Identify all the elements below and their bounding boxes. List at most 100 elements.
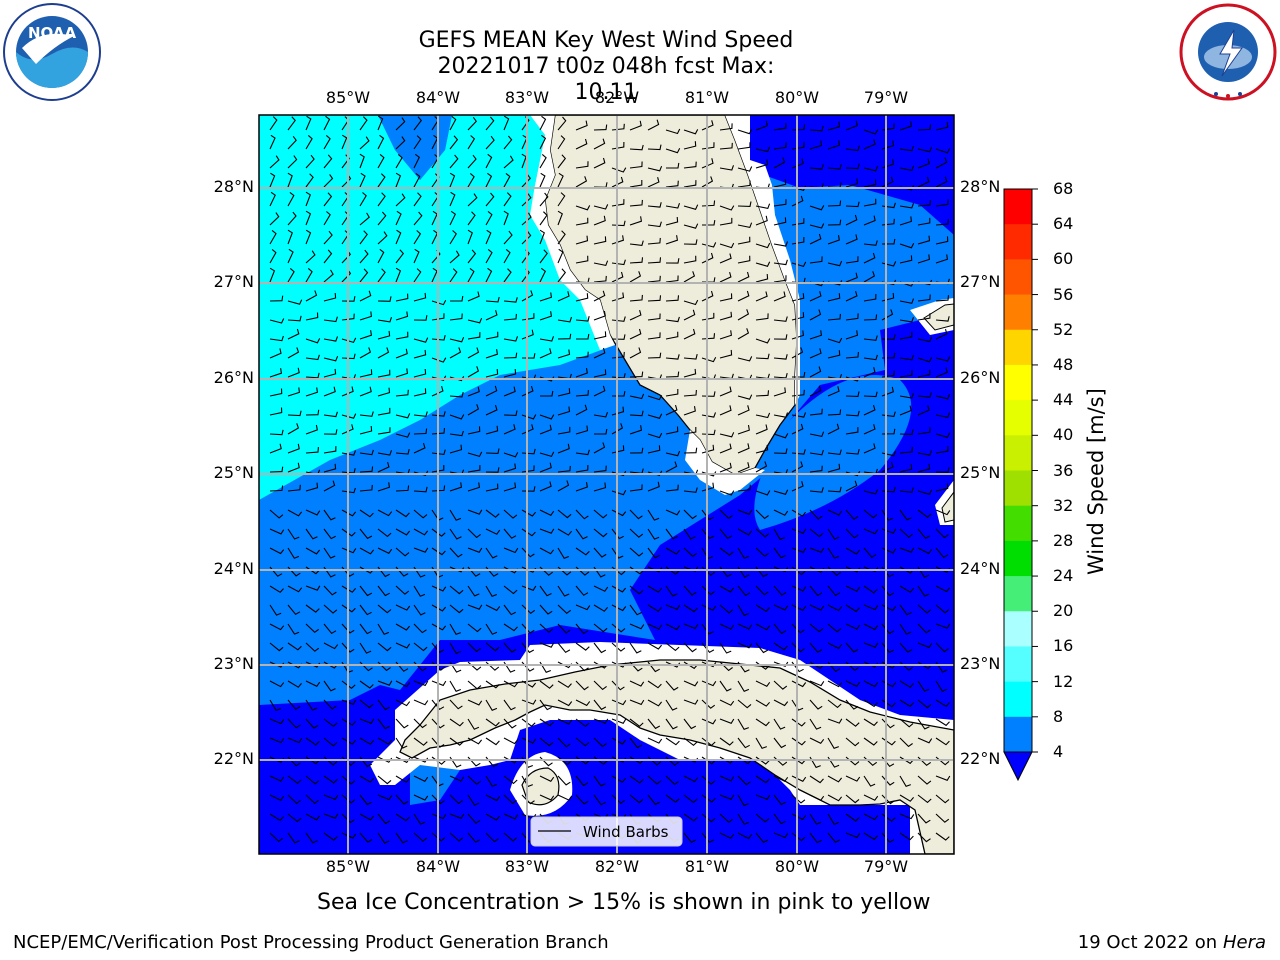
wind-barb [323,509,336,521]
wind-barb [827,386,840,397]
wind-barb [467,332,481,340]
wind-barb [629,509,643,520]
wind-barb [863,832,878,841]
wind-barb [683,141,697,150]
wind-barb [683,794,698,804]
wind-barb [323,429,338,435]
wind-barb [413,813,426,825]
wind-barb [341,775,356,785]
wind-barb [395,623,411,631]
wind-barb [503,230,513,245]
wind-barb [845,775,861,782]
wind-barb [629,775,644,784]
wind-barb [773,241,789,247]
wind-barb [917,737,933,744]
wind-barb [719,293,733,302]
wind-barb [701,290,714,302]
wind-barb [611,167,627,173]
wind-barb [377,248,385,264]
lat-label-right: 24°N [960,559,1001,578]
wind-barb [539,528,555,534]
wind-barb [791,813,807,821]
wind-barb [665,484,679,492]
wind-barb [305,699,318,711]
lat-label-left: 24°N [213,559,254,578]
wind-barb [737,180,751,188]
colorbar [1003,188,1038,782]
colorbar-label: Wind Speed [m/s] [1084,388,1108,575]
wind-barb [791,737,806,746]
wind-barb [611,547,624,559]
wind-barb [701,680,717,687]
wind-barb [413,794,429,801]
wind-barb [935,718,950,727]
wind-barb [539,604,553,615]
wind-barb [647,737,663,744]
wind-barb [503,248,511,264]
wind-barb [593,310,606,321]
lon-label-bottom: 83°W [504,857,550,876]
wind-barb [719,832,735,839]
wind-barb [917,336,933,343]
wind-barb [755,159,769,169]
wind-barb [521,775,533,788]
wind-barb [683,813,698,822]
wind-barb [359,330,373,340]
wind-barb [827,219,842,226]
wind-barb [449,509,462,521]
wind-barb [377,317,393,323]
wind-barb [575,449,590,456]
wind-barb [305,173,314,188]
wind-barb [701,604,717,611]
wind-barb [719,165,735,171]
wind-barb [305,229,312,245]
wind-barb [539,336,555,342]
wind-barb [269,172,276,188]
wind-barb [449,154,459,169]
wind-barb [377,347,390,359]
wind-barb [503,547,519,554]
wind-barb [881,718,895,729]
wind-barb [611,235,625,245]
lon-label-bottom: 79°W [863,857,909,876]
wind-barb [323,316,338,323]
wind-barb [773,199,787,207]
wind-barb [845,623,861,630]
wind-barb [593,204,609,210]
wind-barb [629,216,643,226]
wind-barb [827,350,841,359]
wind-barb [917,680,930,692]
wind-barb [737,236,751,245]
wind-barb [485,585,497,597]
wind-barb [683,406,696,416]
wind-barb [503,604,516,616]
wind-barb [683,832,697,844]
wind-barb [719,794,735,800]
wind-barb [341,585,357,593]
wind-barb [323,680,336,692]
wind-barb [863,566,879,573]
wind-barb [467,249,477,264]
wind-barb [935,680,948,692]
wind-barb [449,347,462,359]
wind-barb [413,604,426,616]
wind-barb [827,623,842,633]
wind-barb [377,547,393,555]
wind-barb [557,794,573,801]
wind-barb [467,267,475,283]
wind-barb [755,242,771,249]
wind-barb [521,547,535,558]
wind-barb [575,425,589,435]
wind-barb [665,180,679,188]
wind-barb [413,337,429,343]
wind-barb [845,547,861,555]
wind-barb [377,450,393,456]
wind-barb [269,295,284,302]
wind-barb [485,737,500,746]
wind-barb [467,451,483,458]
wind-barb [773,387,787,397]
wind-barb [521,290,534,302]
wind-barb [323,547,336,559]
wind-barb [413,268,422,283]
wind-barb [629,528,644,538]
